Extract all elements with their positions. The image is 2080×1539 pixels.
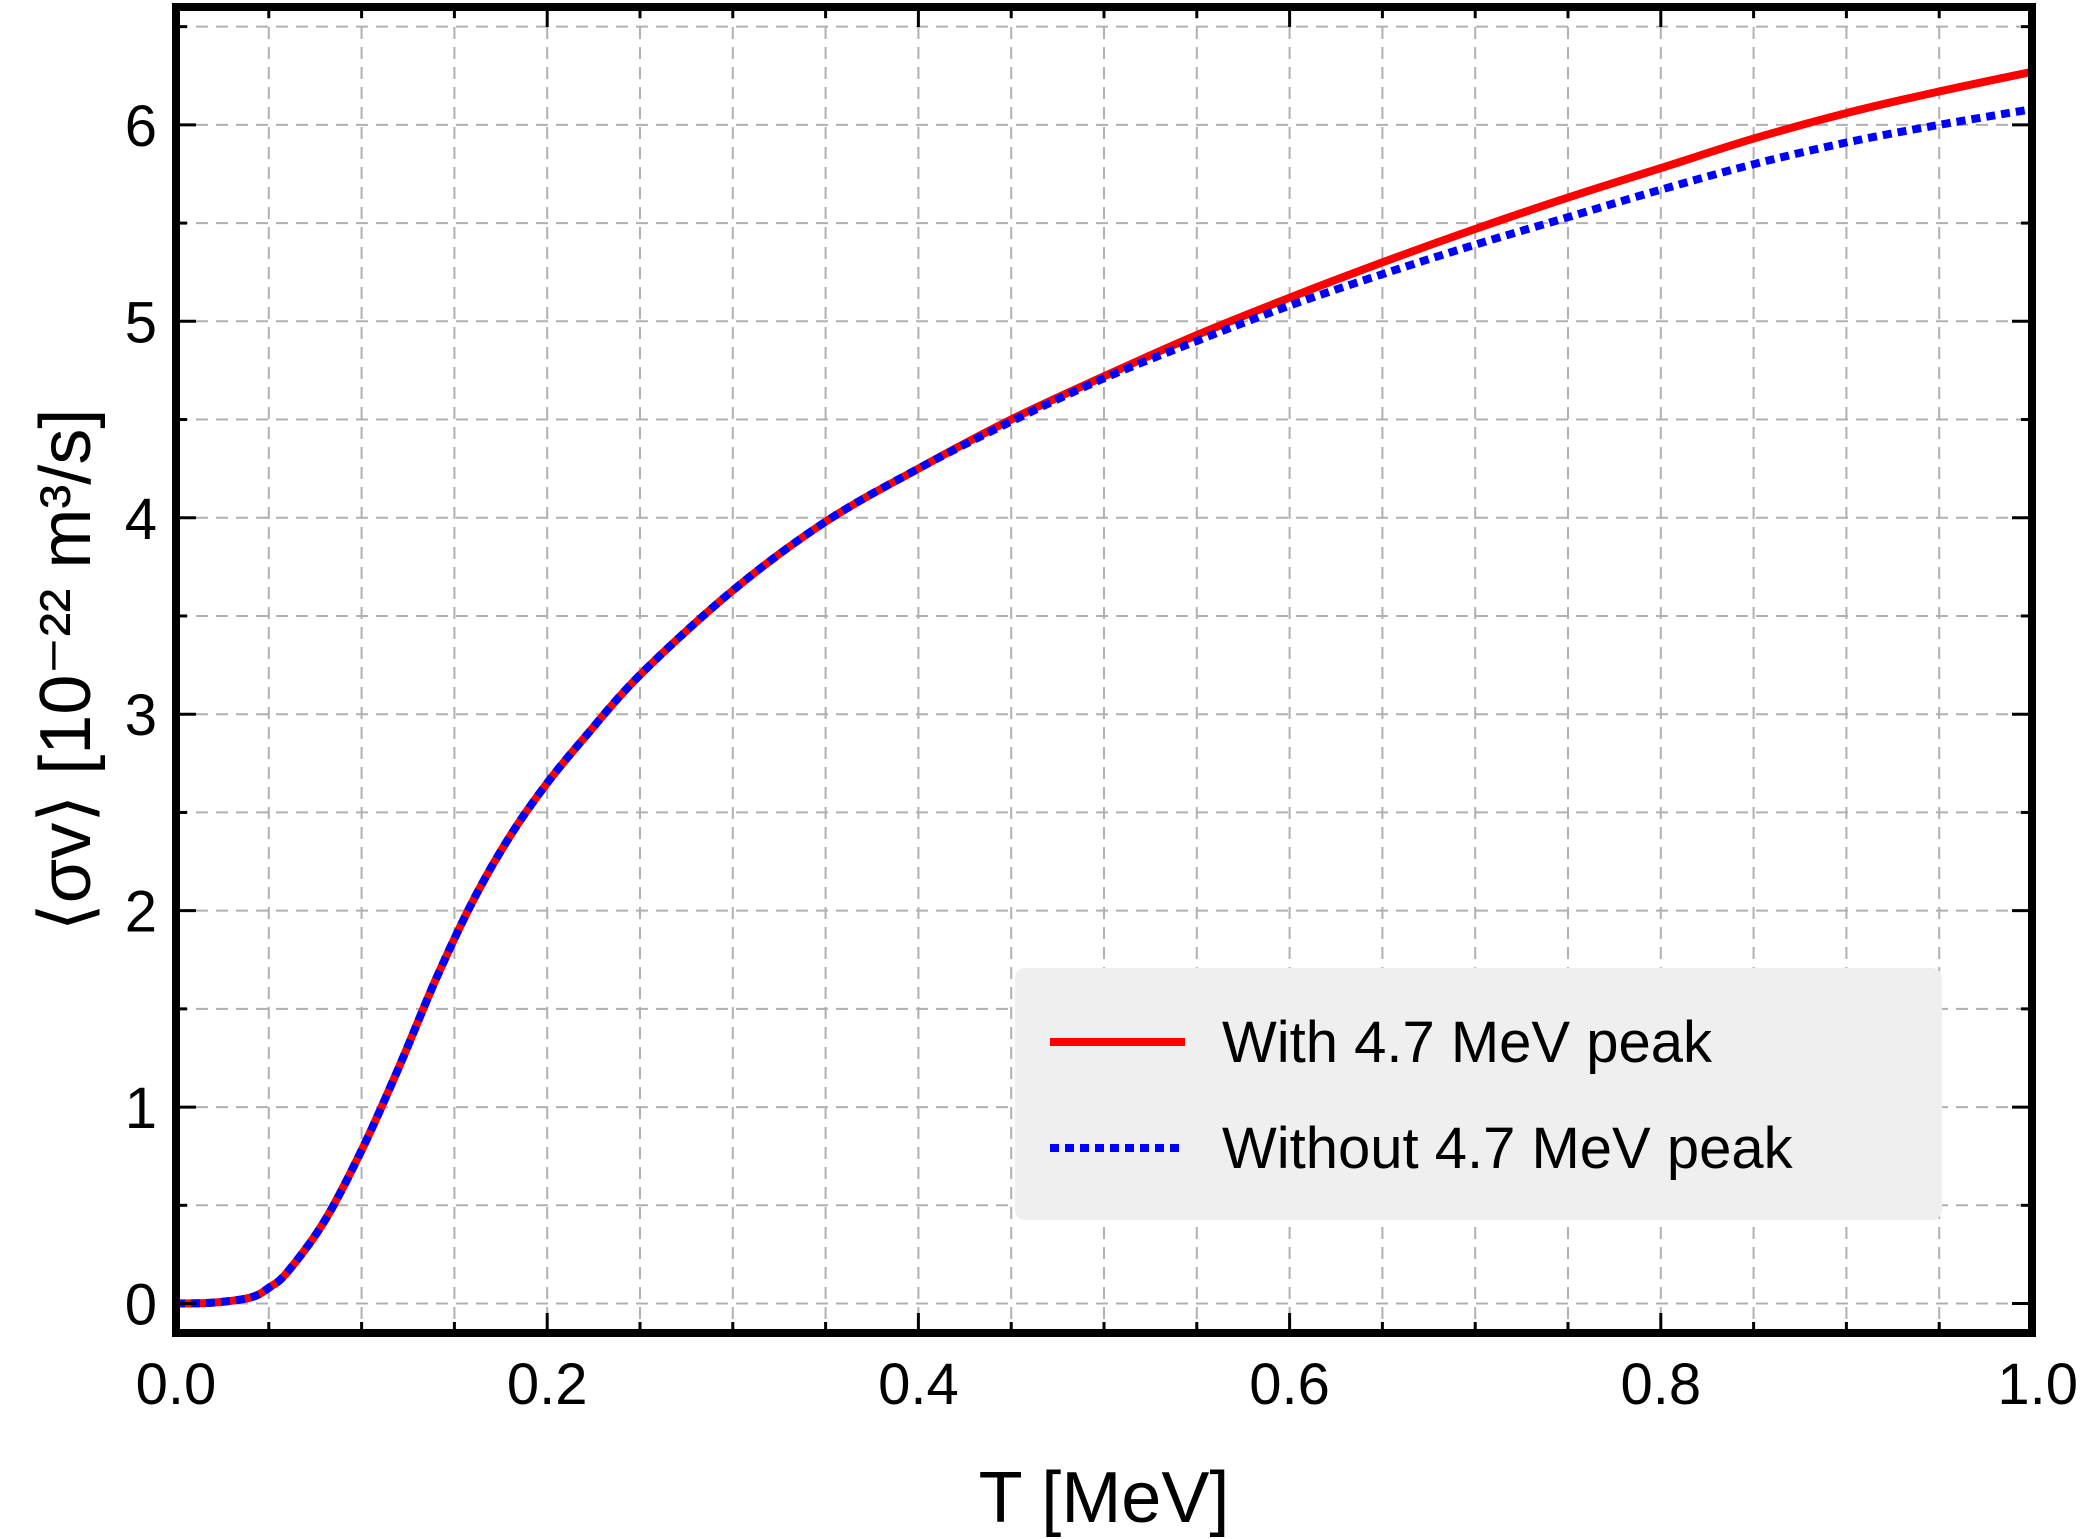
x-tick-label: 1.0 bbox=[1997, 1352, 2078, 1417]
x-tick-label: 0.8 bbox=[1620, 1352, 1701, 1417]
series-group bbox=[175, 67, 2033, 1308]
y-tick-label: 6 bbox=[125, 94, 157, 159]
y-tick-label: 3 bbox=[125, 683, 157, 748]
x-tick-label: 0.6 bbox=[1249, 1352, 1330, 1417]
y-tick-label: 2 bbox=[125, 880, 157, 945]
tick-marks bbox=[174, 7, 2034, 1333]
series-line-without-peak bbox=[175, 105, 2033, 1308]
x-axis-title: T [MeV] bbox=[979, 1458, 1230, 1538]
y-tick-label: 5 bbox=[125, 290, 157, 355]
legend-background bbox=[1015, 968, 1942, 1220]
legend: With 4.7 MeV peak Without 4.7 MeV peak bbox=[1015, 968, 1942, 1220]
y-tick-labels: 0 1 2 3 4 5 6 bbox=[125, 94, 157, 1338]
legend-label-with-peak: With 4.7 MeV peak bbox=[1222, 1010, 1713, 1075]
y-axis-title: ⟨σv⟩ [10⁻²² m³/s] bbox=[26, 409, 106, 932]
x-tick-label: 0.4 bbox=[878, 1352, 959, 1417]
y-tick-label: 0 bbox=[125, 1273, 157, 1338]
legend-label-without-peak: Without 4.7 MeV peak bbox=[1222, 1116, 1794, 1181]
x-tick-labels: 0.0 0.2 0.4 0.6 0.8 1.0 bbox=[136, 1352, 2078, 1417]
x-tick-label: 0.0 bbox=[136, 1352, 217, 1417]
x-tick-label: 0.2 bbox=[507, 1352, 588, 1417]
y-tick-label: 1 bbox=[125, 1076, 157, 1141]
y-tick-label: 4 bbox=[125, 487, 157, 552]
